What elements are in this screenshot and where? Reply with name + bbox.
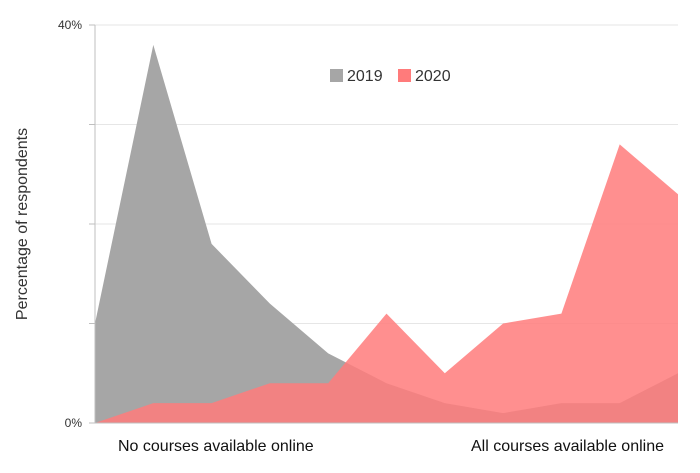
- legend-label-2019: 2019: [347, 68, 383, 85]
- y-ticks: [89, 24, 95, 424]
- area-series-2019: [95, 44, 678, 424]
- legend-swatch-2019: [330, 69, 343, 82]
- y-axis-title: Percentage of respondents: [14, 128, 31, 320]
- x-label-left: No courses available online: [118, 438, 314, 455]
- legend-swatch-2020: [398, 69, 411, 82]
- legend-label-2020: 2020: [415, 68, 451, 85]
- area-series-2020: [95, 144, 678, 423]
- x-label-right: All courses available online: [471, 438, 664, 455]
- y-tick-label-bottom: 0%: [65, 416, 83, 430]
- legend: 2019 2020: [330, 68, 451, 85]
- series-areas: [95, 44, 678, 424]
- y-tick-label-top: 40%: [58, 18, 82, 32]
